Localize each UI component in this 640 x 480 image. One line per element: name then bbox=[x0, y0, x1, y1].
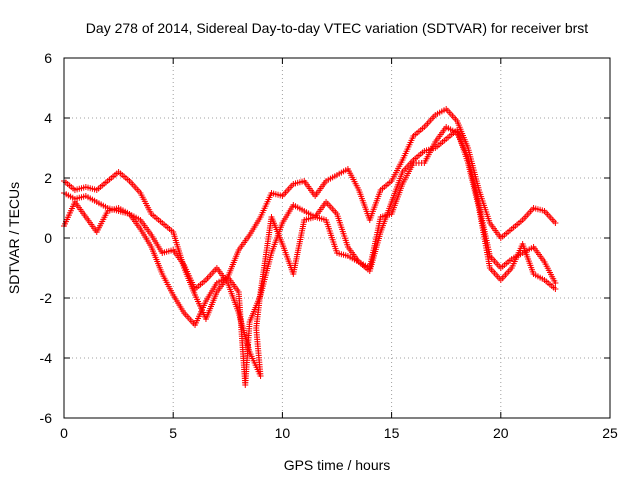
y-tick-label: -6 bbox=[40, 410, 53, 426]
x-axis-label: GPS time / hours bbox=[284, 457, 391, 473]
x-tick-label: 0 bbox=[60, 425, 68, 441]
data-point bbox=[552, 286, 559, 292]
x-tick-label: 5 bbox=[169, 425, 177, 441]
x-tick-label: 25 bbox=[602, 425, 618, 441]
axis-ticks: 0 5 10 15 20 25 -6 -4 -2 0 2 4 6 bbox=[40, 50, 618, 441]
y-tick-label: 0 bbox=[44, 230, 52, 246]
y-tick-label: 2 bbox=[44, 170, 52, 186]
data-point bbox=[552, 280, 559, 286]
x-tick-label: 15 bbox=[384, 425, 400, 441]
data-layer bbox=[61, 106, 559, 388]
y-axis-label: SDTVAR / TECUs bbox=[6, 182, 22, 294]
x-tick-label: 20 bbox=[493, 425, 509, 441]
y-tick-label: 6 bbox=[44, 50, 52, 66]
series-track-3 bbox=[61, 127, 559, 388]
y-tick-label: 4 bbox=[44, 110, 52, 126]
y-tick-label: -4 bbox=[40, 350, 53, 366]
data-point bbox=[552, 220, 559, 226]
x-tick-label: 10 bbox=[275, 425, 291, 441]
chart-title: Day 278 of 2014, Sidereal Day-to-day VTE… bbox=[86, 20, 588, 36]
y-tick-label: -2 bbox=[40, 290, 53, 306]
